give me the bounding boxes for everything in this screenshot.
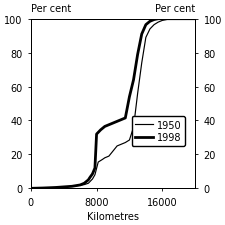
Legend: 1950, 1998: 1950, 1998 <box>131 116 184 146</box>
X-axis label: Kilometres: Kilometres <box>87 211 138 221</box>
Text: Per cent: Per cent <box>31 4 71 14</box>
Text: Per cent: Per cent <box>154 4 194 14</box>
